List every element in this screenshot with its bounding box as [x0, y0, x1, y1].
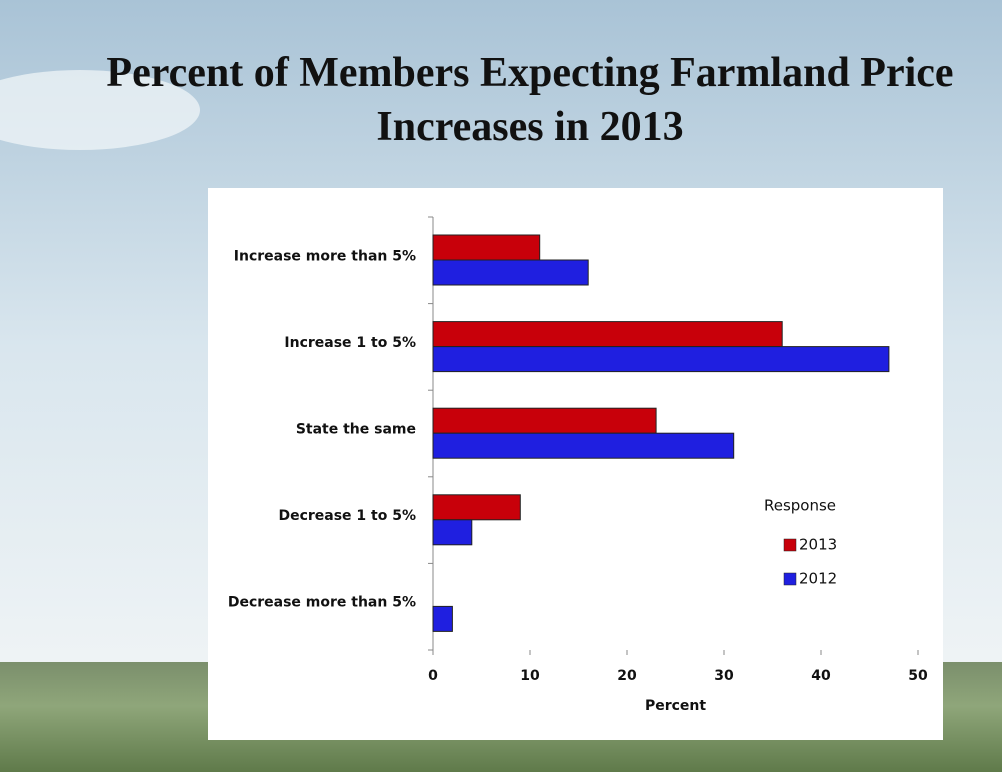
bar — [432, 605, 453, 632]
bar — [432, 259, 589, 286]
cloud — [0, 70, 200, 150]
legend-label: 2012 — [799, 570, 837, 588]
y-tick-label: Decrease more than 5% — [228, 595, 416, 611]
bar — [432, 346, 890, 373]
x-tick-label: 40 — [811, 668, 831, 684]
bar — [432, 432, 735, 459]
x-tick-label: 20 — [617, 668, 637, 684]
bar — [432, 234, 541, 261]
legend-swatch — [783, 538, 797, 552]
bar — [432, 321, 783, 348]
x-tick-label: 0 — [428, 668, 438, 684]
legend-swatch — [783, 572, 797, 586]
y-tick-label: State the same — [296, 422, 416, 438]
chart-title: Percent of Members Expecting Farmland Pr… — [106, 50, 953, 150]
bar — [432, 519, 473, 546]
y-tick-label: Decrease 1 to 5% — [278, 508, 416, 524]
x-tick-label: 10 — [520, 668, 540, 684]
bar — [432, 494, 521, 521]
x-tick-label: 30 — [714, 668, 734, 684]
y-tick-label: Increase 1 to 5% — [284, 335, 416, 351]
bar — [432, 407, 657, 434]
legend-title: Response — [764, 497, 836, 515]
x-axis-label: Percent — [645, 698, 706, 714]
legend-label: 2013 — [799, 536, 837, 554]
y-tick-label: Increase more than 5% — [234, 248, 416, 264]
x-tick-label: 50 — [908, 668, 928, 684]
